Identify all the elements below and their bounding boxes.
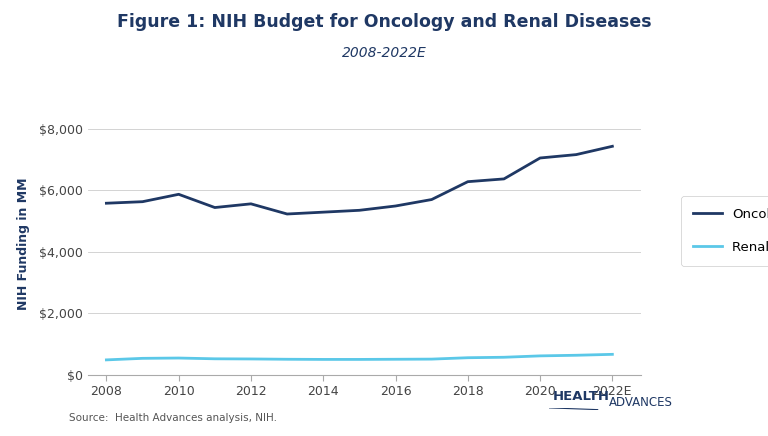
Text: 2008-2022E: 2008-2022E <box>342 46 426 60</box>
Legend: Oncology, Renal Diseases: Oncology, Renal Diseases <box>681 196 768 266</box>
Text: ADVANCES: ADVANCES <box>609 395 673 409</box>
Text: HEALTH: HEALTH <box>553 390 610 403</box>
Text: Figure 1: NIH Budget for Oncology and Renal Diseases: Figure 1: NIH Budget for Oncology and Re… <box>117 13 651 31</box>
Text: Source:  Health Advances analysis, NIH.: Source: Health Advances analysis, NIH. <box>69 413 277 423</box>
Y-axis label: NIH Funding in MM: NIH Funding in MM <box>18 178 31 310</box>
